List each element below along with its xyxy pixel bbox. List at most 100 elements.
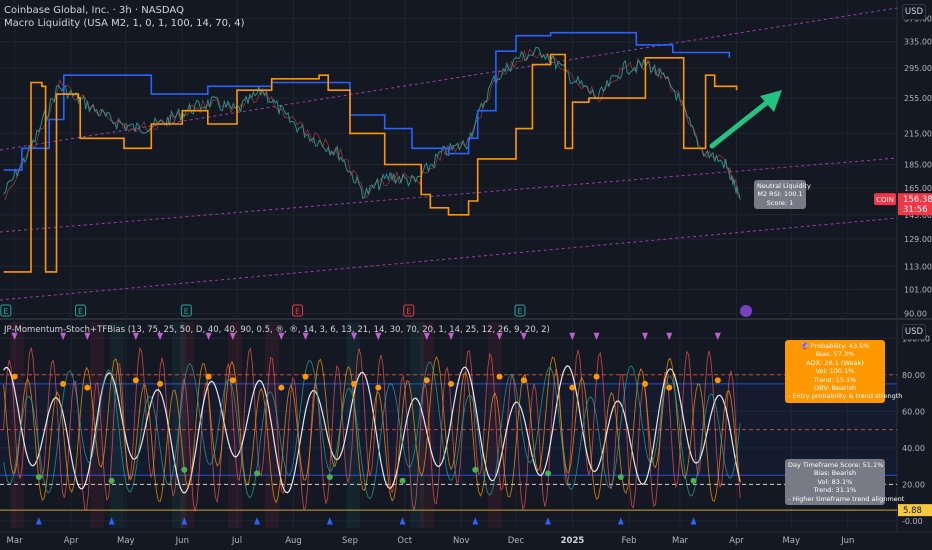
jp-momentum-legend: JP-Momentum-Stoch+TFBias (13, 75, 25, 50… bbox=[4, 325, 550, 335]
sell-signal-triangle bbox=[448, 332, 455, 341]
x-tick-label: Mar bbox=[7, 536, 24, 546]
overbought-dot bbox=[11, 373, 18, 380]
trend-channel-line bbox=[0, 217, 898, 301]
overbought-dot bbox=[84, 384, 91, 391]
x-tick-label: Nov bbox=[453, 536, 470, 546]
overbought-dot bbox=[569, 384, 576, 391]
bias-shade-column bbox=[90, 322, 104, 528]
trend-channel-line bbox=[0, 7, 898, 151]
overbought-dot bbox=[375, 384, 382, 391]
oversold-dot bbox=[35, 474, 42, 481]
sell-signal-triangle bbox=[132, 332, 139, 341]
earnings-marker-label: E bbox=[3, 307, 8, 316]
dividend-marker-icon bbox=[740, 305, 752, 317]
sell-signal-triangle bbox=[666, 332, 673, 341]
price-tick-label: 185.00 bbox=[904, 160, 932, 169]
info-line: - Higher timeframe trend alignment bbox=[788, 494, 905, 503]
sell-signal-triangle bbox=[302, 332, 309, 341]
bullish-arrow bbox=[709, 97, 773, 149]
price-tick-label: 101.00 bbox=[904, 286, 932, 295]
overbought-dot bbox=[351, 380, 358, 387]
price-tick-label: 145.00 bbox=[904, 211, 932, 220]
info-line: OBV: Bearish bbox=[814, 384, 856, 393]
info-line: Trend: 15.1% bbox=[813, 375, 857, 384]
oversold-dot bbox=[472, 466, 479, 473]
buy-signal-triangle bbox=[545, 517, 552, 525]
buy-signal-triangle bbox=[254, 517, 261, 525]
x-tick-label: Feb bbox=[621, 536, 636, 546]
price-tick-label: 215.00 bbox=[904, 129, 932, 138]
price-tick-label: 165.00 bbox=[904, 184, 932, 193]
info-line: 🔮 Probability: 43.5% bbox=[800, 342, 870, 350]
oversold-dot bbox=[108, 477, 115, 484]
overbought-dot bbox=[714, 377, 721, 384]
buy-signal-triangle bbox=[690, 517, 697, 525]
sell-signal-triangle bbox=[278, 332, 285, 341]
sell-signal-triangle bbox=[157, 332, 164, 341]
oversold-dot bbox=[617, 474, 624, 481]
earnings-marker-label: E bbox=[295, 307, 300, 316]
earnings-marker-label: E bbox=[406, 307, 411, 316]
osc-value-label: 5.88 bbox=[903, 506, 922, 516]
trend-line bbox=[3, 359, 741, 500]
oversold-dot bbox=[399, 477, 406, 484]
price-badge-countdown: 31:56 bbox=[903, 205, 928, 215]
bias-shade-column bbox=[420, 322, 434, 528]
sell-signal-triangle bbox=[229, 332, 236, 341]
osc-tick-label: 80.00 bbox=[902, 371, 925, 380]
trend-channel-line bbox=[0, 157, 898, 233]
symbol-badge bbox=[874, 193, 896, 206]
earnings-marker-label: E bbox=[184, 307, 189, 316]
sell-signal-triangle bbox=[375, 332, 382, 341]
buy-signal-triangle bbox=[326, 517, 333, 525]
x-tick-label: Jun bbox=[175, 536, 189, 546]
bias-shade-column bbox=[488, 322, 502, 528]
x-tick-label: Aug bbox=[285, 536, 302, 546]
sell-signal-triangle bbox=[60, 332, 67, 341]
x-tick-label: Jul bbox=[231, 536, 242, 546]
overbought-dot bbox=[496, 373, 503, 380]
overbought-dot bbox=[520, 377, 527, 384]
x-tick-label: Apr bbox=[729, 536, 744, 546]
bias-shade-column bbox=[228, 322, 242, 528]
x-tick-label: Jun bbox=[840, 536, 854, 546]
probability-info-box: 🔮 Probability: 43.5% Bias: 57.3% ADX: 26… bbox=[785, 340, 902, 403]
osc-tick-label: 40.00 bbox=[902, 444, 925, 453]
buy-signal-triangle bbox=[617, 517, 624, 525]
earnings-marker bbox=[180, 304, 192, 317]
info-line: ADX: 26.1 (Weak) bbox=[806, 358, 864, 367]
x-tick-label: Oct bbox=[397, 536, 412, 546]
oversold-dot bbox=[545, 470, 552, 477]
stoch-d-line bbox=[3, 365, 741, 494]
buy-signal-triangle bbox=[472, 517, 479, 525]
price-tick-label: 90.00 bbox=[904, 309, 927, 318]
m2-liquidity-offset-line bbox=[3, 53, 738, 273]
overbought-dot bbox=[60, 380, 67, 387]
sell-signal-triangle bbox=[351, 332, 358, 341]
bias-shade-column bbox=[110, 322, 124, 528]
currency-button[interactable]: USD bbox=[902, 4, 926, 20]
lower-currency-button[interactable]: USD bbox=[902, 324, 926, 340]
info-line: Bias: 57.3% bbox=[815, 350, 855, 359]
earnings-marker bbox=[403, 304, 415, 317]
sell-signal-triangle bbox=[423, 332, 430, 341]
overbought-dot bbox=[132, 377, 139, 384]
osc-tick-label: -0.00 bbox=[902, 517, 923, 526]
sell-signal-triangle bbox=[520, 332, 527, 341]
buy-signal-triangle bbox=[399, 517, 406, 525]
overbought-dot bbox=[448, 380, 455, 387]
x-tick-label: May bbox=[782, 536, 800, 546]
sell-signal-triangle bbox=[205, 332, 212, 341]
oversold-dot bbox=[254, 470, 261, 477]
liquidity-annotation: Neutral Liquidity M2 RSI: 100.1 Score: 1 bbox=[754, 180, 811, 210]
info-line: Bias: Bearish bbox=[813, 469, 857, 478]
info-line: Vol: 83.1% bbox=[817, 477, 853, 486]
bullish-arrow-head bbox=[760, 90, 782, 112]
info-line: Trend: 31.1% bbox=[813, 486, 857, 495]
annotation-line: Score: 1 bbox=[766, 198, 794, 207]
price-tick-label: 295.00 bbox=[904, 64, 932, 73]
earnings-marker-label: E bbox=[78, 307, 83, 316]
info-line: Day Timeframe Score: 51.1% bbox=[788, 461, 884, 469]
